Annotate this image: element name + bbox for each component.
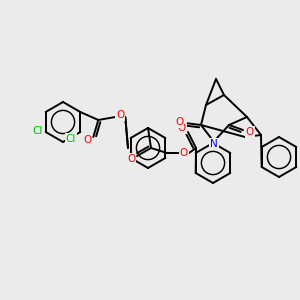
Text: O: O xyxy=(116,110,124,120)
Text: Cl: Cl xyxy=(32,126,43,136)
Text: O: O xyxy=(246,127,254,137)
Text: O: O xyxy=(175,117,183,127)
Text: O: O xyxy=(180,148,188,158)
Text: O: O xyxy=(127,154,135,164)
Text: O: O xyxy=(83,135,92,145)
Text: N: N xyxy=(210,139,218,149)
Text: O: O xyxy=(178,123,186,133)
Text: Cl: Cl xyxy=(66,134,76,144)
